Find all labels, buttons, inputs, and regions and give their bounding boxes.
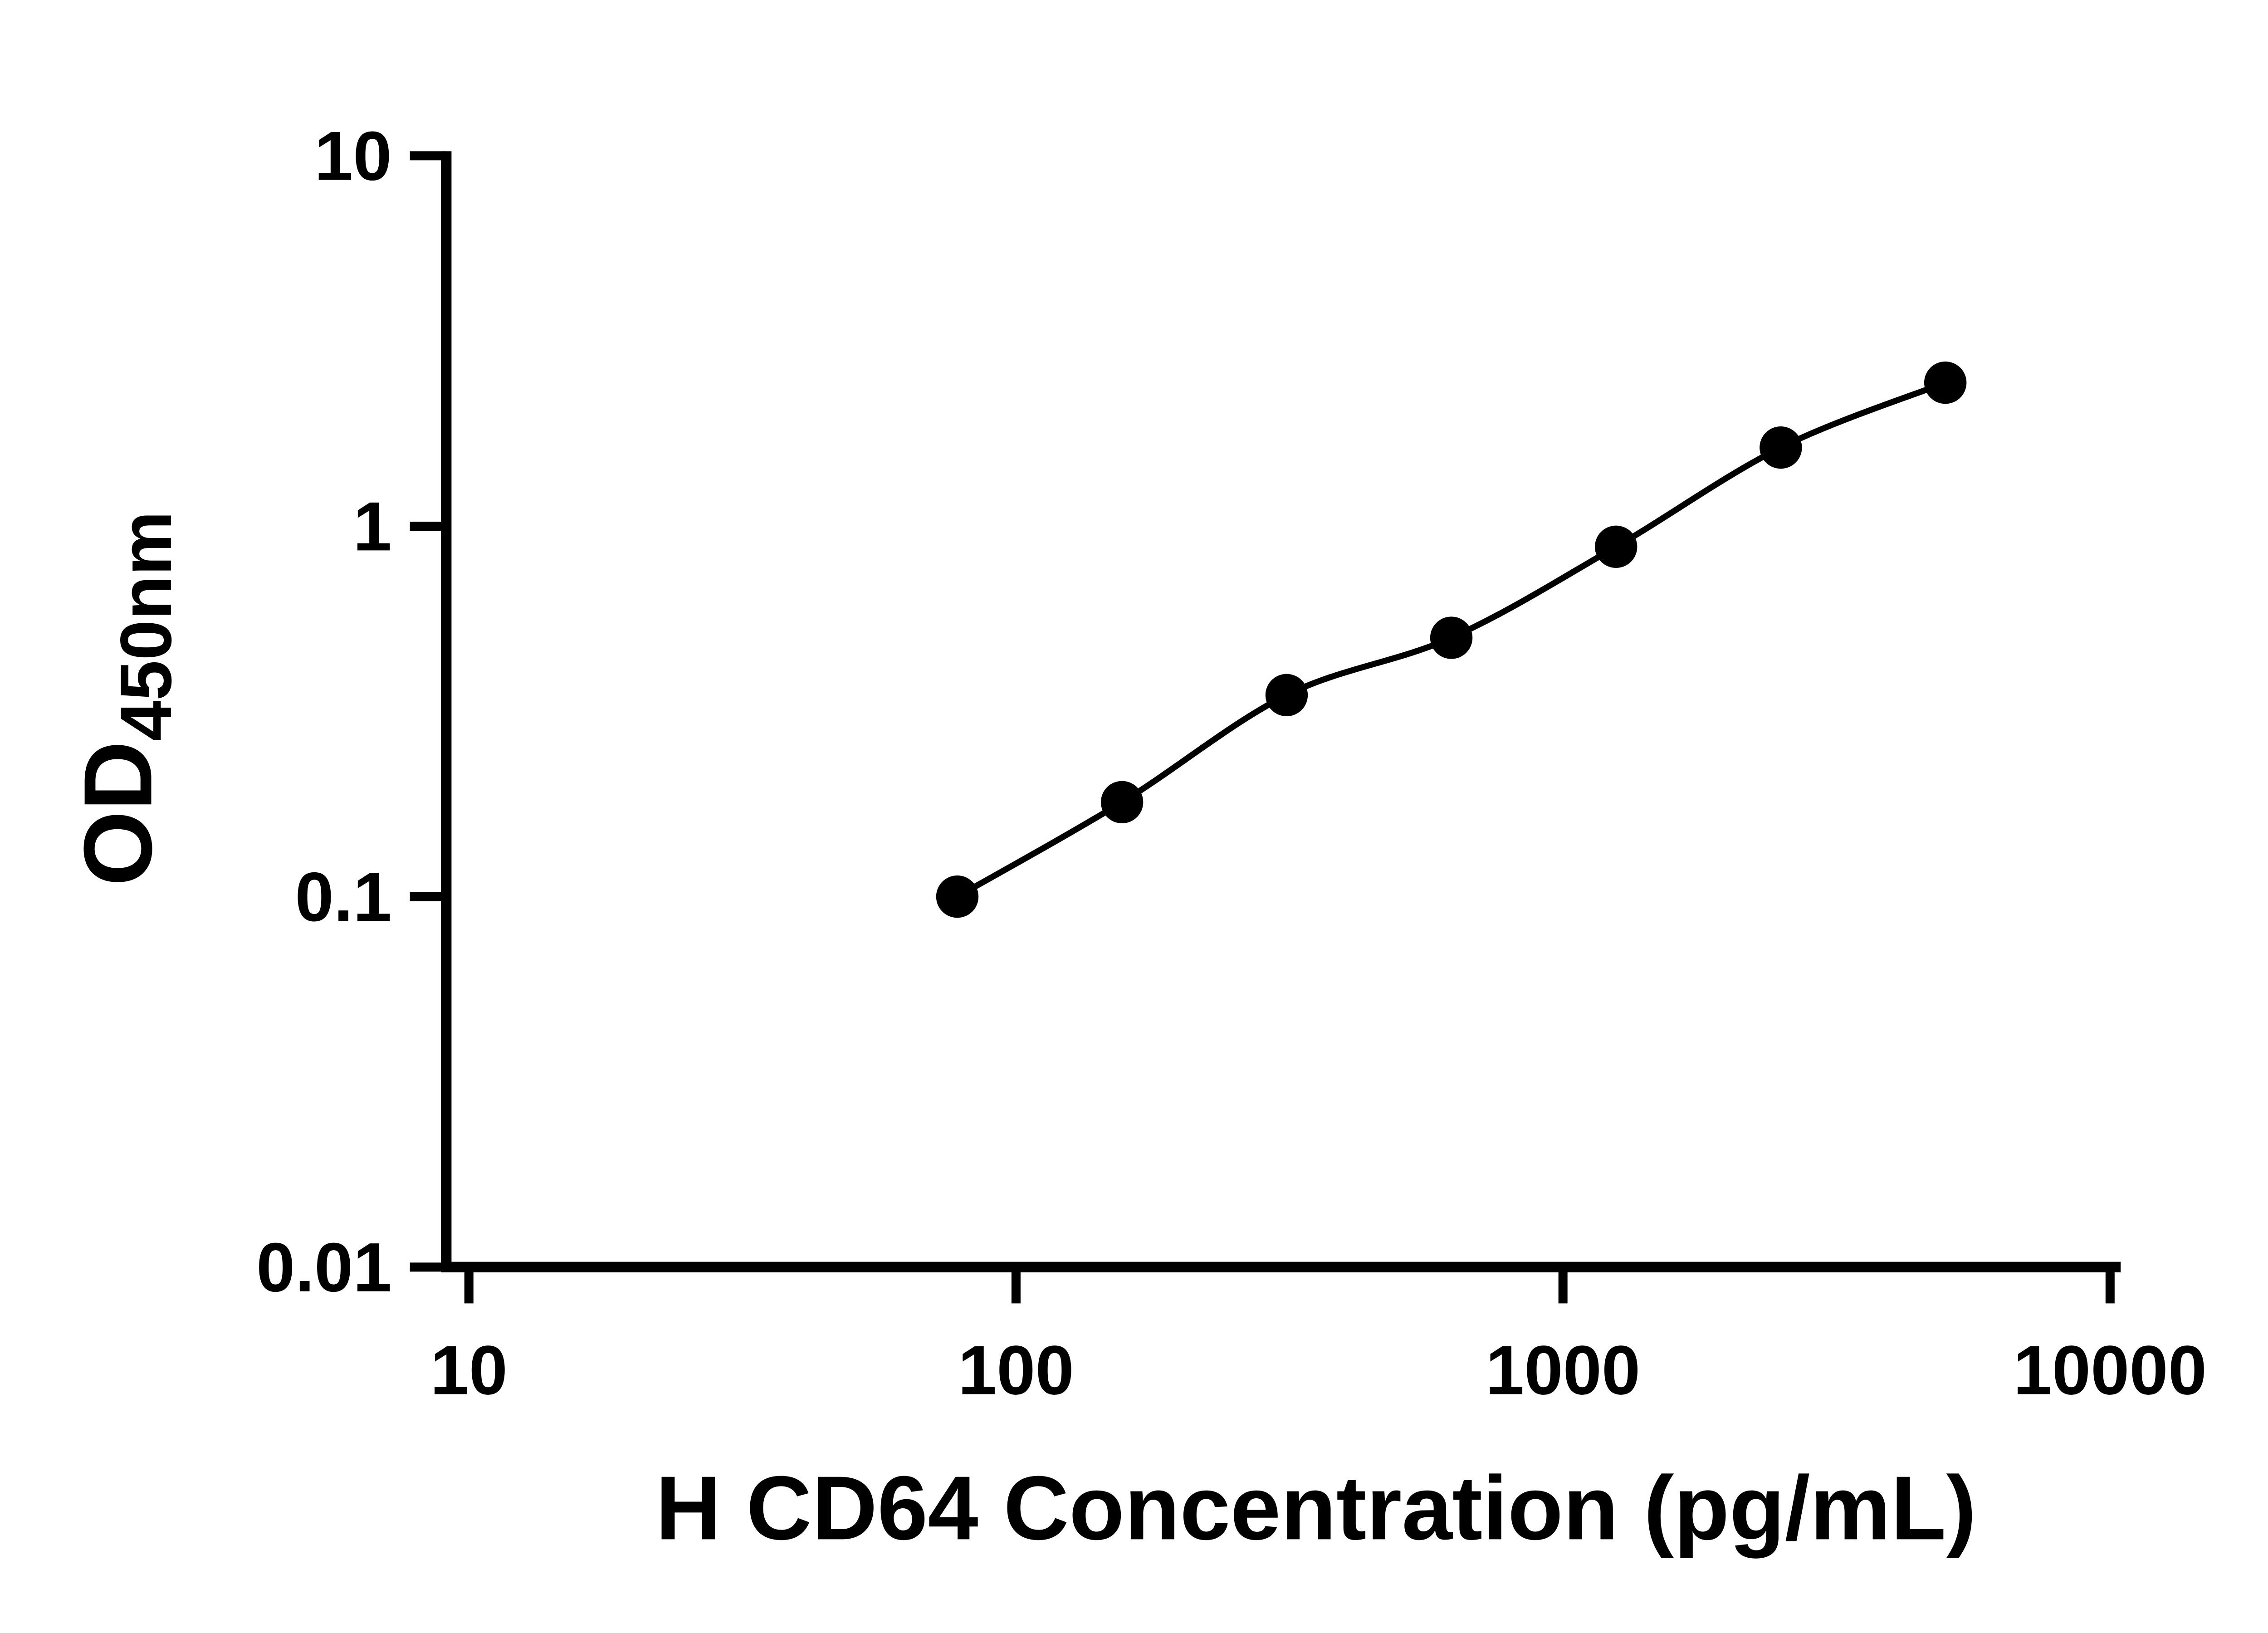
y-axis-title: OD450nm (64, 511, 186, 886)
y-axis-tick-label: 10 (314, 117, 392, 195)
data-point (1265, 674, 1308, 716)
data-point (936, 875, 979, 918)
data-point (1760, 426, 1802, 469)
data-point (1595, 525, 1637, 568)
series-layer (936, 362, 1967, 918)
x-axis-title: H CD64 Concentration (pg/mL) (655, 1457, 1976, 1559)
data-point (1430, 616, 1473, 659)
y-axis-tick-label: 0.1 (295, 858, 391, 936)
x-axis-tick-label: 10000 (2014, 1331, 2207, 1409)
axes-layer: 10 1 0.1 0.01 10 100 1000 10000 (256, 117, 2207, 1409)
y-axis-tick-label: 0.01 (256, 1229, 392, 1306)
x-axis-tick-label: 100 (958, 1331, 1074, 1409)
y-axis-tick-label: 1 (353, 488, 391, 565)
y-axis-title-text: OD (64, 741, 172, 886)
data-point (1100, 781, 1144, 823)
x-axis-tick-label: 1000 (1486, 1331, 1640, 1409)
data-point (1924, 362, 1967, 404)
x-axis-tick-label: 10 (430, 1331, 508, 1409)
y-axis-title-subscript: 450nm (105, 511, 186, 741)
